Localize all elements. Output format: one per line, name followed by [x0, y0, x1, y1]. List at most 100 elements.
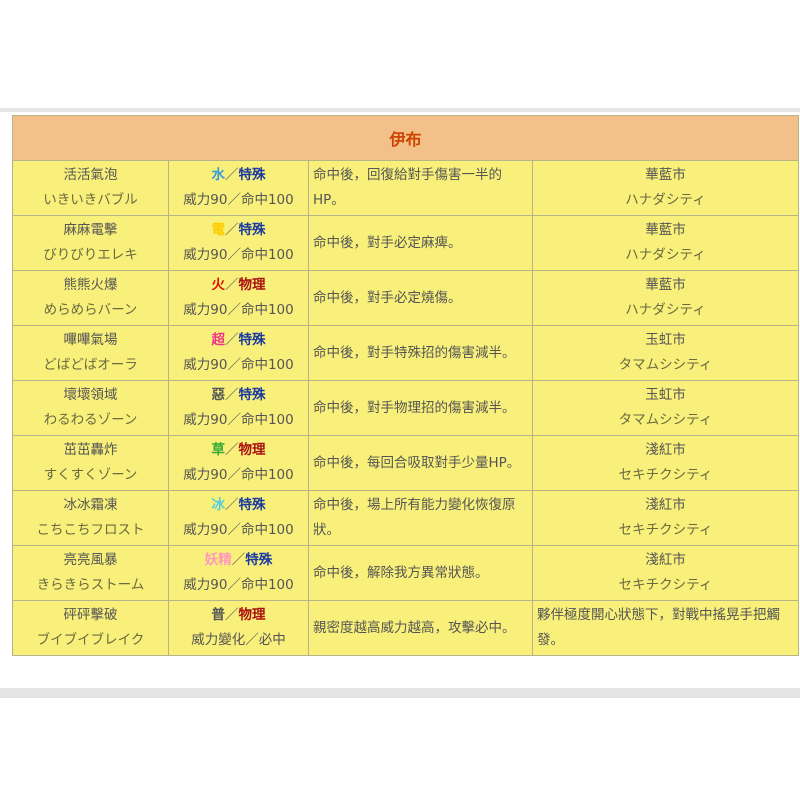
effect-cell: 命中後，對手必定麻痺。: [308, 215, 533, 271]
effect-cell: 命中後，對手物理招的傷害減半。: [308, 380, 533, 436]
table-row: 嗶嗶氣場 どばどばオーラ 超／特殊 威力90／命中100 命中後，對手特殊招的傷害減半。…: [12, 325, 800, 381]
move-stats: 威力90／命中100: [183, 467, 294, 483]
move-stats: 威力90／命中100: [183, 302, 294, 318]
location-jp: セキチクシティ: [618, 577, 713, 593]
move-name-zh: 冰冰霜凍: [63, 497, 118, 513]
separator: ／: [225, 332, 239, 348]
location-jp: セキチクシティ: [618, 522, 713, 538]
category-label: 特殊: [238, 167, 266, 183]
location-jp: ハナダシティ: [625, 302, 706, 318]
move-name-zh: 壞壞領域: [63, 387, 118, 403]
table-row: 活活氣泡 いきいきバブル 水／特殊 威力90／命中100 命中後，回復給對手傷害一半的H…: [12, 160, 800, 216]
table-row: 茁茁轟炸 すくすくゾーン 草／物理 威力90／命中100 命中後，每回合吸取對手少量HP…: [12, 435, 800, 491]
category-label: 物理: [238, 277, 266, 293]
separator: ／: [231, 552, 246, 568]
table-row: 冰冰霜凍 こちこちフロスト 冰／特殊 威力90／命中100 命中後，場上所有能力變化恢復…: [12, 490, 800, 546]
location-cell: 淺紅市セキチクシティ: [531, 490, 800, 546]
separator: ／: [225, 277, 239, 293]
effect-cell: 命中後，回復給對手傷害一半的HP。: [308, 160, 533, 216]
location-zh: 華藍市: [645, 167, 686, 183]
type-label: 惡: [211, 387, 226, 403]
eevee-moves-table: 伊布 活活氣泡 いきいきバブル 水／特殊 威力90／命中100 命中後，回復給對手傷害一…: [11, 115, 800, 656]
move-name-zh: 砰砰擊破: [63, 607, 118, 623]
location-cell: 華藍市 ハナダシティ: [531, 160, 800, 216]
category-label: 特殊: [238, 222, 266, 238]
move-name-zh: 熊熊火爆: [63, 277, 118, 293]
move-name-cell: 活活氣泡いきいきバブル: [12, 160, 169, 216]
move-name-zh: 嗶嗶氣場: [63, 332, 118, 348]
move-type-cell: 冰／特殊威力90／命中100: [168, 490, 309, 546]
move-stats: 威力變化／必中: [191, 632, 286, 648]
location-zh: 玉虹市: [645, 332, 686, 348]
location-zh: 玉虹市: [645, 387, 686, 403]
type-label: 火: [211, 277, 226, 293]
move-type-cell: 電／特殊 威力90／命中100: [168, 215, 309, 271]
category-label: 物理: [238, 442, 266, 458]
separator: ／: [225, 387, 239, 403]
category-label: 特殊: [245, 552, 273, 568]
location-zh: 淺紅市: [645, 497, 686, 513]
effect-cell: 命中後，解除我方異常狀態。: [308, 545, 533, 601]
type-label: 草: [211, 442, 226, 458]
move-name-jp: めらめらバーン: [43, 302, 138, 318]
move-stats: 威力90／命中100: [183, 247, 294, 263]
category-label: 特殊: [238, 497, 266, 513]
move-type-cell: 妖精／特殊 威力90／命中100: [168, 545, 309, 601]
type-label: 妖精: [204, 552, 232, 568]
move-type-cell: 超／特殊威力90／命中100: [168, 325, 309, 381]
location-cell: 淺紅市セキチクシティ: [531, 545, 800, 601]
move-type-cell: 普／物理 威力變化／必中: [168, 600, 309, 656]
move-name-jp: ブイブイブレイク: [36, 632, 145, 648]
location-cell: 玉虹市タマムシシティ: [531, 380, 800, 436]
location-zh: 華藍市: [645, 277, 686, 293]
effect-cell: 命中後，場上所有能力變化恢復原狀。: [308, 490, 533, 546]
separator: ／: [225, 167, 239, 183]
table-title: 伊布: [11, 115, 800, 161]
move-stats: 威力90／命中100: [183, 357, 294, 373]
move-name-jp: びりびりエレキ: [43, 247, 138, 263]
location-cell: 華藍市 ハナダシティ: [531, 215, 800, 271]
move-name-zh: 茁茁轟炸: [63, 442, 118, 458]
location-jp: セキチクシティ: [618, 467, 713, 483]
move-name-zh: 亮亮風暴: [63, 552, 118, 568]
table-row: 壞壞領域 わるわるゾーン 惡／特殊威力90／命中100 命中後，對手物理招的傷害減半。…: [12, 380, 800, 436]
move-name-jp: いきいきバブル: [43, 192, 138, 208]
move-name-cell: 冰冰霜凍こちこちフロスト: [12, 490, 169, 546]
move-type-cell: 火／物理威力90／命中100: [168, 270, 309, 326]
move-stats: 威力90／命中100: [183, 522, 294, 538]
move-name-cell: 茁茁轟炸すくすくゾーン: [12, 435, 169, 491]
location-cell: 夥伴極度開心狀態下，對戰中搖晃手把觸發。: [531, 600, 800, 656]
scan-edge-bottom: [0, 688, 800, 698]
type-label: 冰: [211, 497, 226, 513]
move-stats: 威力90／命中100: [183, 412, 294, 428]
type-label: 水: [211, 167, 226, 183]
table-row: 砰砰擊破 ブイブイブレイク 普／物理 威力變化／必中 親密度越高威力越高，攻擊必中。 夥伴…: [12, 600, 800, 656]
location-cell: 華藍市 ハナダシティ: [531, 270, 800, 326]
moves-list: 活活氣泡 いきいきバブル 水／特殊 威力90／命中100 命中後，回復給對手傷害一半的H…: [12, 160, 800, 656]
location-jp: タマムシシティ: [618, 357, 713, 373]
category-label: 特殊: [238, 387, 266, 403]
location-zh: 淺紅市: [645, 552, 686, 568]
effect-cell: 命中後，對手特殊招的傷害減半。: [308, 325, 533, 381]
separator: ／: [225, 497, 239, 513]
scan-edge-top: [0, 108, 800, 112]
table-row: 熊熊火爆 めらめらバーン 火／物理 威力90／命中100 命中後，對手必定燒傷。 華藍市ハ…: [12, 270, 800, 326]
move-name-cell: 麻麻電擊 びりびりエレキ: [12, 215, 169, 271]
move-name-cell: 壞壞領域 わるわるゾーン: [12, 380, 169, 436]
location-cell: 淺紅市 セキチクシティ: [531, 435, 800, 491]
move-name-cell: 嗶嗶氣場 どばどばオーラ: [12, 325, 169, 381]
move-name-jp: こちこちフロスト: [36, 522, 145, 538]
location-jp: ハナダシティ: [625, 192, 706, 208]
type-label: 超: [211, 332, 226, 348]
category-label: 特殊: [238, 332, 266, 348]
move-name-cell: 亮亮風暴 きらきらストーム: [12, 545, 169, 601]
location-jp: タマムシシティ: [618, 412, 713, 428]
location-zh: 華藍市: [645, 222, 686, 238]
effect-cell: 命中後，每回合吸取對手少量HP。: [308, 435, 533, 491]
category-label: 物理: [238, 607, 266, 623]
move-name-zh: 活活氣泡: [63, 167, 118, 183]
move-type-cell: 草／物理威力90／命中100: [168, 435, 309, 491]
move-name-jp: すくすくゾーン: [43, 467, 138, 483]
separator: ／: [225, 442, 239, 458]
move-name-cell: 砰砰擊破ブイブイブレイク: [12, 600, 169, 656]
